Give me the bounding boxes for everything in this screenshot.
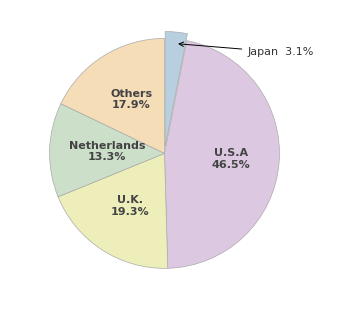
Wedge shape	[165, 32, 187, 146]
Wedge shape	[50, 104, 164, 197]
Text: Japan  3.1%: Japan 3.1%	[179, 42, 314, 57]
Wedge shape	[58, 153, 168, 268]
Wedge shape	[164, 40, 279, 268]
Text: Netherlands
13.3%: Netherlands 13.3%	[69, 141, 145, 162]
Wedge shape	[61, 38, 164, 153]
Text: U.S.A
46.5%: U.S.A 46.5%	[212, 148, 250, 170]
Text: U.K.
19.3%: U.K. 19.3%	[111, 195, 149, 217]
Text: Others
17.9%: Others 17.9%	[110, 89, 152, 111]
